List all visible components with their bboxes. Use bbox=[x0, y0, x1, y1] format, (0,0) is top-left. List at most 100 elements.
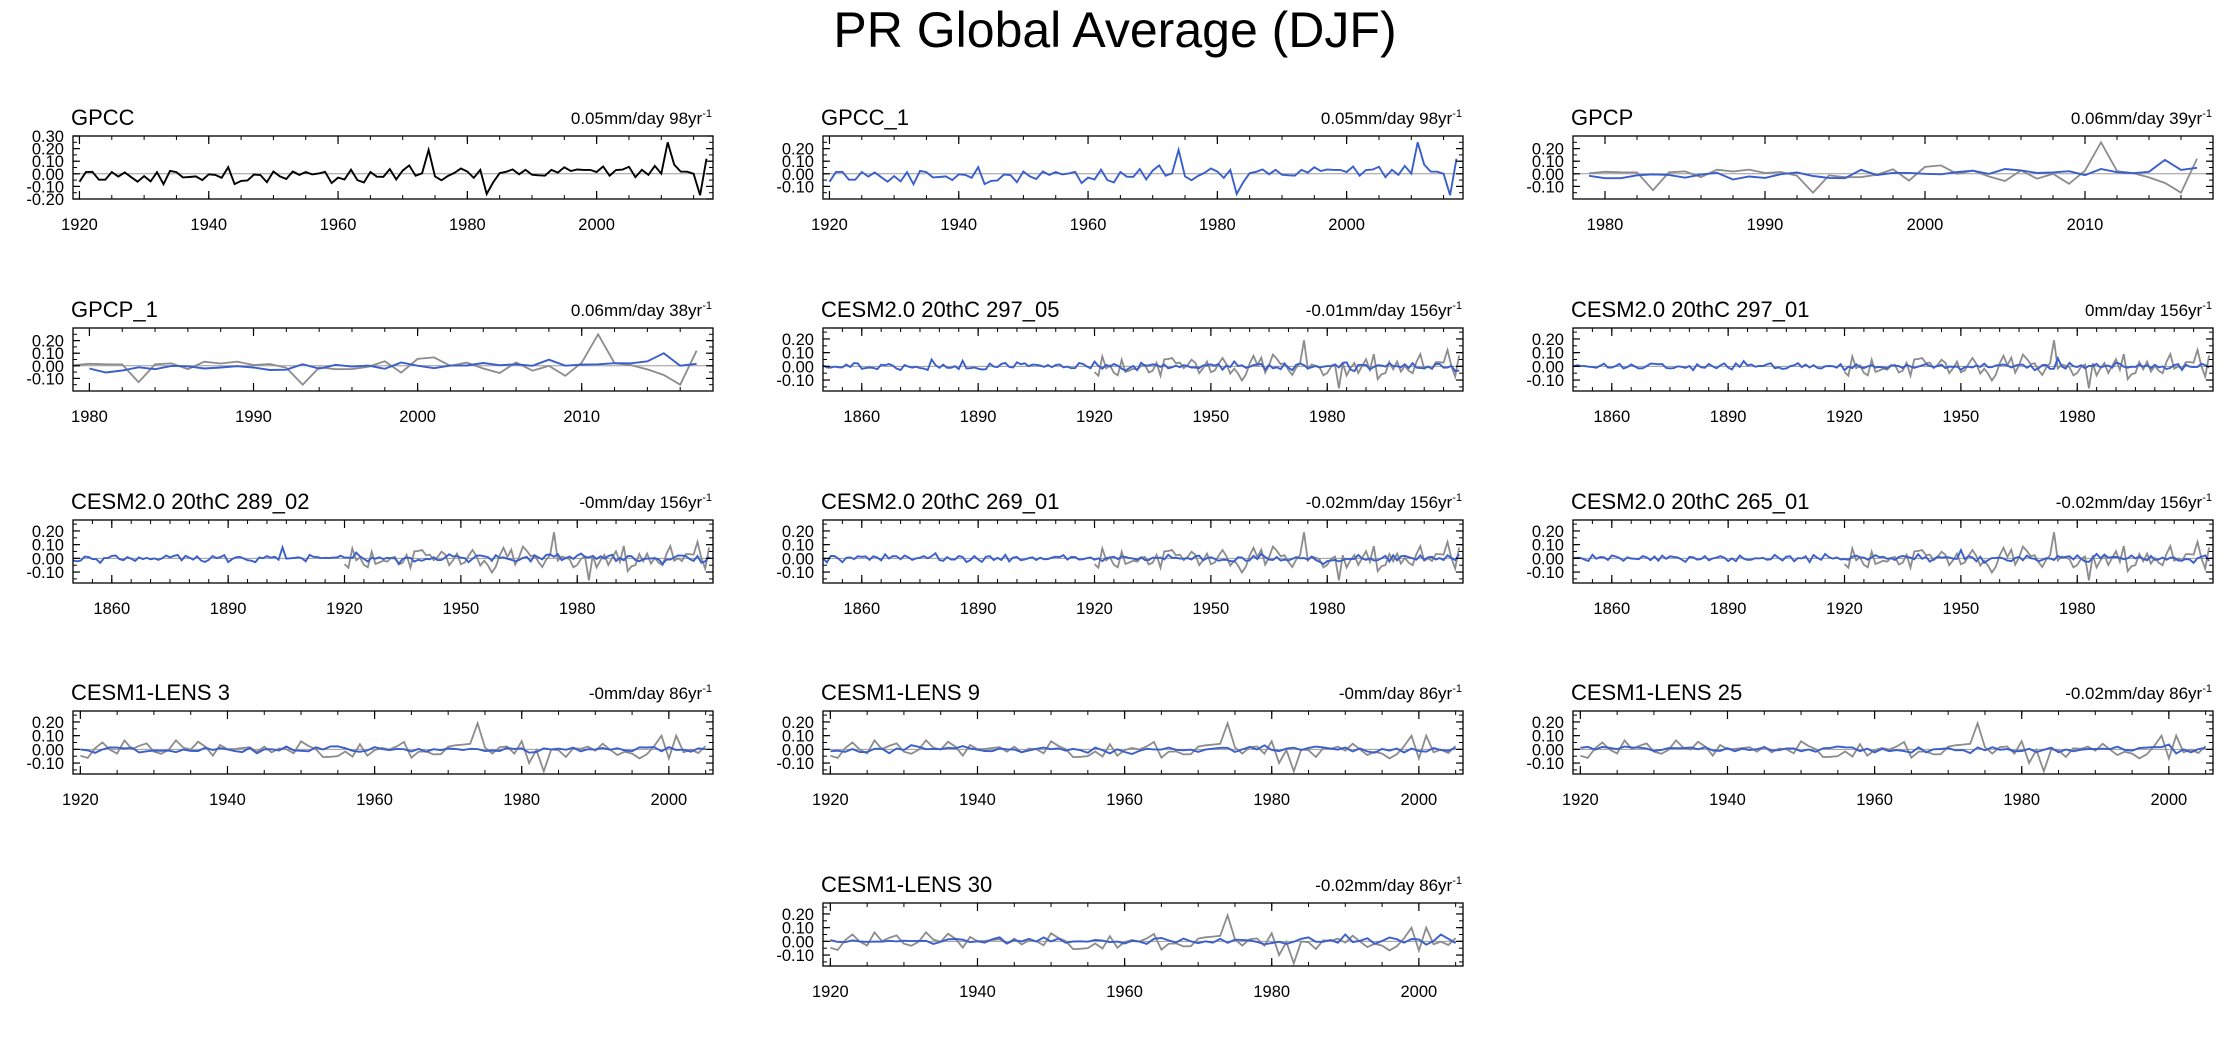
panel-title: GPCC_1 bbox=[821, 105, 909, 130]
x-tick-label: 2000 bbox=[1328, 216, 1365, 234]
panel-gpcp-1: GPCP_1 0.06mm/day 38yr-1 -0.100.000.100.20… bbox=[26, 297, 714, 426]
x-tick-label: 1920 bbox=[1826, 600, 1863, 618]
y-tick-label: 0.10 bbox=[782, 345, 814, 363]
x-tick-label: 1980 bbox=[1199, 216, 1236, 234]
y-tick-label: -0.10 bbox=[26, 370, 64, 388]
y-tick-label: -0.10 bbox=[776, 755, 814, 773]
y-tick-label: 0.00 bbox=[1532, 358, 1564, 376]
y-tick-label: -0.10 bbox=[776, 178, 814, 196]
y-tick-label: 0.30 bbox=[32, 128, 64, 146]
plot-frame bbox=[822, 135, 1464, 200]
x-tick-label: 1920 bbox=[1826, 408, 1863, 426]
y-tick-label: 0.20 bbox=[1532, 141, 1564, 159]
trend-exponent: -1 bbox=[1452, 300, 1462, 312]
panel-title: GPCP bbox=[1571, 105, 1633, 130]
x-tick-label: 1960 bbox=[1106, 791, 1143, 809]
x-tick-label: 1920 bbox=[1562, 791, 1599, 809]
x-tick-label: 1960 bbox=[1070, 216, 1107, 234]
panel-title: CESM1-LENS 30 bbox=[821, 872, 992, 897]
panel-cesm1-lens-30: CESM1-LENS 30 -0.02mm/day 86yr-1 -0.100.00… bbox=[776, 872, 1464, 1001]
y-tick-label: -0.10 bbox=[1526, 564, 1564, 582]
series-line-model bbox=[830, 933, 1457, 946]
figure-title: PR Global Average (DJF) bbox=[833, 2, 1397, 58]
x-tick-label: 1990 bbox=[1747, 216, 1784, 234]
series-line-reference bbox=[1588, 140, 2198, 195]
panel-trend: -0.02mm/day 156yr-1 bbox=[2056, 492, 2212, 512]
y-tick-label: 0.20 bbox=[1532, 523, 1564, 541]
y-tick-label: -0.10 bbox=[1526, 372, 1564, 390]
y-tick-label: 0.20 bbox=[782, 331, 814, 349]
panel-title: CESM2.0 20thC 297_01 bbox=[1571, 297, 1810, 322]
panel-title: CESM1-LENS 9 bbox=[821, 680, 980, 705]
y-tick-label: 0.20 bbox=[32, 333, 64, 351]
x-tick-label: 1950 bbox=[1193, 600, 1230, 618]
x-tick-label: 1980 bbox=[2059, 600, 2096, 618]
trend-exponent: -1 bbox=[702, 300, 712, 312]
y-tick-label: 0.00 bbox=[1532, 741, 1564, 759]
y-tick-label: 0.20 bbox=[1532, 331, 1564, 349]
x-tick-label: 1980 bbox=[2059, 408, 2096, 426]
panel-gpcp: GPCP 0.06mm/day 39yr-1 -0.100.000.100.20 19… bbox=[1526, 105, 2214, 234]
x-tick-label: 1980 bbox=[1253, 983, 1290, 1001]
series-line-reference bbox=[830, 912, 1457, 966]
y-tick-label: -0.10 bbox=[776, 947, 814, 965]
x-tick-label: 1920 bbox=[1076, 600, 1113, 618]
x-tick-label: 1940 bbox=[959, 791, 996, 809]
y-tick-label: 0.20 bbox=[782, 523, 814, 541]
y-tick-label: 0.20 bbox=[782, 141, 814, 159]
y-tick-label: 0.20 bbox=[32, 523, 64, 541]
x-tick-label: 1960 bbox=[1856, 791, 1893, 809]
x-tick-label: 1950 bbox=[1193, 408, 1230, 426]
y-tick-label: 0.20 bbox=[782, 714, 814, 732]
y-tick-label: 0.00 bbox=[32, 358, 64, 376]
y-tick-label: 0.10 bbox=[782, 153, 814, 171]
x-tick-label: 1950 bbox=[1943, 408, 1980, 426]
panel-trend: -0.02mm/day 156yr-1 bbox=[1306, 492, 1462, 512]
trend-exponent: -1 bbox=[2202, 300, 2212, 312]
y-tick-label: -0.10 bbox=[26, 755, 64, 773]
x-tick-label: 1990 bbox=[235, 408, 272, 426]
x-tick-label: 1950 bbox=[1943, 600, 1980, 618]
x-tick-label: 2000 bbox=[651, 791, 688, 809]
panel-trend: -0mm/day 86yr-1 bbox=[1339, 683, 1462, 703]
trend-exponent: -1 bbox=[702, 108, 712, 120]
x-tick-label: 2000 bbox=[578, 216, 615, 234]
y-tick-label: 0.20 bbox=[1532, 714, 1564, 732]
x-tick-label: 1890 bbox=[960, 408, 997, 426]
panel-title: CESM2.0 20thC 297_05 bbox=[821, 297, 1060, 322]
x-tick-label: 2000 bbox=[1401, 983, 1438, 1001]
x-tick-label: 1980 bbox=[559, 600, 596, 618]
panel-cesm2-0-20thc-297-05: CESM2.0 20thC 297_05 -0.01mm/day 156yr-1-… bbox=[776, 297, 1464, 426]
series-line-model bbox=[823, 551, 1460, 566]
x-tick-label: 1920 bbox=[812, 983, 849, 1001]
y-tick-label: 0.10 bbox=[32, 537, 64, 555]
x-tick-label: 1960 bbox=[320, 216, 357, 234]
panel-trend: 0mm/day 156yr-1 bbox=[2085, 300, 2212, 320]
x-tick-label: 1860 bbox=[843, 600, 880, 618]
trend-exponent: -1 bbox=[702, 492, 712, 504]
panel-trend: 0.05mm/day 98yr-1 bbox=[1321, 108, 1462, 128]
plot-frame bbox=[72, 135, 714, 200]
y-tick-label: 0.00 bbox=[32, 741, 64, 759]
x-tick-label: 1980 bbox=[1587, 216, 1624, 234]
panel-trend: -0mm/day 156yr-1 bbox=[579, 492, 712, 512]
x-tick-label: 1920 bbox=[326, 600, 363, 618]
series-line-model bbox=[1573, 547, 2210, 565]
panel-trend: -0.02mm/day 86yr-1 bbox=[1315, 875, 1462, 895]
x-tick-label: 1950 bbox=[443, 600, 480, 618]
y-tick-label: 0.00 bbox=[32, 550, 64, 568]
x-tick-label: 2010 bbox=[563, 408, 600, 426]
x-tick-label: 1890 bbox=[210, 600, 247, 618]
trend-exponent: -1 bbox=[702, 683, 712, 695]
y-tick-label: 0.10 bbox=[782, 537, 814, 555]
series-line-model bbox=[80, 745, 706, 755]
panel-gpcc: GPCC 0.05mm/day 98yr-1-0.20-0.100.000.100… bbox=[26, 105, 714, 234]
x-tick-label: 1940 bbox=[209, 791, 246, 809]
x-tick-label: 1980 bbox=[2003, 791, 2040, 809]
x-tick-label: 1920 bbox=[1076, 408, 1113, 426]
x-tick-label: 2010 bbox=[2067, 216, 2104, 234]
x-tick-label: 1860 bbox=[1593, 600, 1630, 618]
y-tick-label: -0.10 bbox=[26, 564, 64, 582]
x-tick-label: 1980 bbox=[71, 408, 108, 426]
